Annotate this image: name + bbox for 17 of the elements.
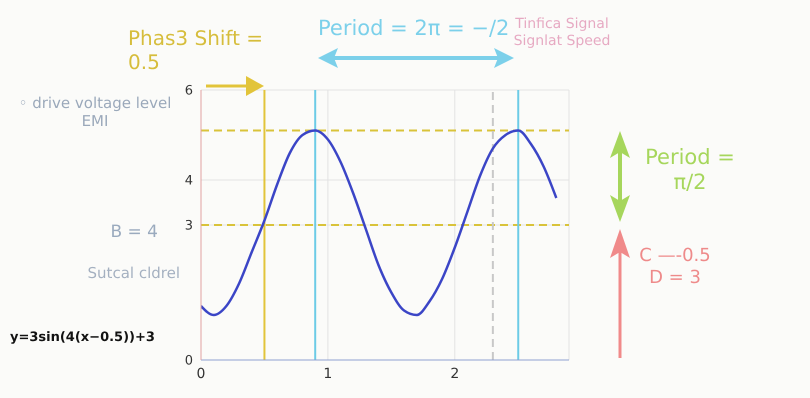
text: B = 4 (109, 222, 158, 242)
text: Period = 2π = −/2 (318, 16, 510, 40)
text: Period = π/2 (644, 145, 736, 196)
x-tick-label: 2 (450, 366, 460, 382)
text: Tinfica Signal Signlat Speed (512, 16, 612, 50)
y-tick-label: 6 (184, 84, 193, 99)
y-tick-label: 3 (184, 218, 193, 234)
text: ◦ drive voltage level EMI (18, 94, 172, 130)
y-tick-label: 4 (184, 174, 193, 189)
text: Phas3 Shift = 0.5 (128, 26, 264, 74)
x-tick-label: 1 (323, 366, 332, 382)
y-tick-label: 0 (184, 354, 193, 369)
text: Sutcal cldrel (86, 264, 180, 282)
line-series (201, 129, 558, 316)
text: C —-0.5 D = 3 (638, 245, 712, 288)
x-tick-label: 0 (196, 366, 206, 382)
text: y=3sin(4(x−0.5))+3 (10, 330, 156, 346)
